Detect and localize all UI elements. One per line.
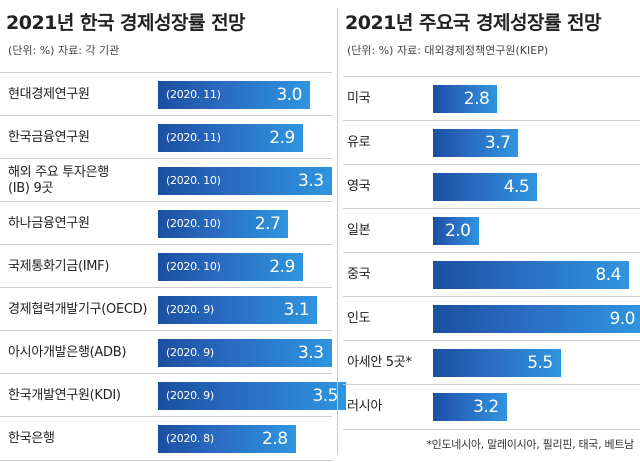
bar-value-label: 9.0 [609,309,635,329]
bar-value-label: 2.9 [269,256,295,277]
forecast-date-label: (2020. 9) [166,303,214,316]
bar-row: 미국 2.8 [343,76,640,121]
forecast-date-label: (2020. 11) [166,131,221,144]
bar-value-label: 2.9 [269,127,295,148]
bar-row: 인도 9.0 [343,296,640,341]
bar-row: 한국은행 (2020. 8) 2.8 [0,416,332,461]
bar-value-label: 3.1 [283,299,310,320]
category-label: 한국금융연구원 [8,129,90,145]
category-label: 경제협력개발기구(OECD) [8,301,148,317]
bar-value-label: 8.4 [595,265,621,285]
bar: (2020. 11) 2.9 [158,123,303,152]
bar-value-label: 3.0 [276,84,302,105]
right-chart-footnote: *인도네시아, 말레이시아, 필리핀, 태국, 베트남 [426,438,634,451]
bar-row: 유로 3.7 [343,120,640,165]
bar-row: 현대경제연구원 (2020. 11) 3.0 [0,72,332,116]
bar-row: 하나금융연구원 (2020. 10) 2.7 [0,201,332,245]
bar-row: 일본 2.0 [343,208,640,253]
bar: (2020. 9) 3.5 [158,381,346,410]
bar-value-label: 4.5 [503,177,530,197]
bar-row: 아시아개발은행(ADB) (2020. 9) 3.3 [0,330,332,374]
bar-row: 경제협력개발기구(OECD) (2020. 9) 3.1 [0,287,332,331]
bar-value-label: 3.2 [473,397,499,417]
category-label: 현대경제연구원 [8,86,90,102]
category-label: 영국 [347,179,371,194]
bar-row: 한국개발연구원(KDI) (2020. 9) 3.5 [0,373,346,417]
category-label: 아세안 5곳* [347,355,412,370]
bar: 2.8 [433,85,498,113]
bar: 5.5 [433,349,561,377]
bar-value-label: 3.5 [312,385,338,406]
bar: (2020. 10) 3.3 [158,166,332,195]
forecast-date-label: (2020. 10) [166,217,221,230]
right-chart-note: (단위: %) 자료: 대외경제정책연구원(KIEP) [347,44,549,57]
bar: (2020. 10) 2.7 [158,209,289,238]
category-label: 일본 [347,223,371,238]
bar-row: 중국 8.4 [343,252,640,297]
category-label: 중국 [347,267,371,282]
bar: 8.4 [433,261,629,289]
panel-divider [337,8,338,454]
bar-value-label: 2.7 [254,213,281,234]
category-label: 하나금융연구원 [8,215,90,231]
bar: (2020. 11) 3.0 [158,80,310,109]
left-chart-note: (단위: %) 자료: 각 기관 [8,44,120,57]
bar-row: 영국 4.5 [343,164,640,209]
bar-value-label: 2.0 [444,221,471,241]
bar: 2.0 [433,217,479,245]
left-chart-title: 2021년 한국 경제성장률 전망 [6,12,246,34]
category-label: 해외 주요 투자은행 (IB) 9곳 [8,164,109,196]
bar-value-label: 5.5 [527,353,553,373]
bar-row: 한국금융연구원 (2020. 11) 2.9 [0,115,332,159]
bar-value-label: 3.3 [298,342,324,363]
bar-row: 해외 주요 투자은행 (IB) 9곳 (2020. 10) 3.3 [0,158,332,202]
category-label: 미국 [347,91,371,106]
bar-value-label: 2.8 [463,89,490,109]
category-label: 인도 [347,311,371,326]
bar-value-label: 3.3 [298,170,324,191]
bar: (2020. 9) 3.3 [158,338,332,367]
bar-row: 국제통화기금(IMF) (2020. 10) 2.9 [0,244,332,288]
bar: 9.0 [433,305,640,333]
forecast-date-label: (2020. 11) [166,88,221,101]
category-label: 한국은행 [8,430,55,446]
countries-forecast-chart: 2021년 주요국 경제성장률 전망 (단위: %) 자료: 대외경제정책연구원… [343,0,640,462]
forecast-date-label: (2020. 10) [166,260,221,273]
bar: (2020. 8) 2.8 [158,424,296,453]
right-chart-title: 2021년 주요국 경제성장률 전망 [345,12,602,34]
category-label: 한국개발연구원(KDI) [8,387,121,403]
korea-forecast-chart: 2021년 한국 경제성장률 전망 (단위: %) 자료: 각 기관 현대경제연… [0,12,346,461]
bar: 3.7 [433,129,519,157]
bar: 4.5 [433,173,538,201]
bar-value-label: 3.7 [484,133,511,153]
bar: (2020. 10) 2.9 [158,252,303,281]
bar-value-label: 2.8 [262,428,288,449]
category-label: 아시아개발은행(ADB) [8,344,127,360]
forecast-date-label: (2020. 9) [166,389,214,402]
category-label: 국제통화기금(IMF) [8,258,110,274]
forecast-date-label: (2020. 9) [166,346,214,359]
bar: 3.2 [433,393,507,421]
forecast-date-label: (2020. 8) [166,432,214,445]
forecast-date-label: (2020. 10) [166,174,221,187]
bar-row: 러시아 3.2 [343,384,640,430]
bar-row: 아세안 5곳* 5.5 [343,340,640,385]
bar: (2020. 9) 3.1 [158,295,318,324]
category-label: 러시아 [347,399,382,414]
category-label: 유로 [347,135,371,150]
